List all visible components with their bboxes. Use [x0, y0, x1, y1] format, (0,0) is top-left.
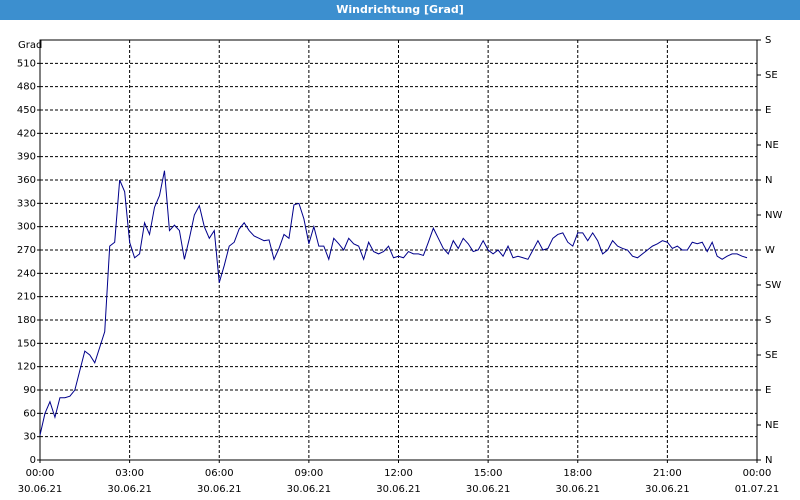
y-tick-label: 420: [17, 128, 36, 139]
x-tick-label: 30.06.21: [287, 484, 332, 495]
y2-tick-label: E: [765, 105, 771, 116]
y2-tick-label: S: [765, 315, 771, 326]
y2-tick-label: E: [765, 385, 771, 396]
data-line: [39, 170, 748, 436]
x-tick-label: 18:00: [563, 468, 592, 479]
x-tick-label: 30.06.21: [555, 484, 600, 495]
x-tick-label: 15:00: [474, 468, 503, 479]
y-tick-label: 480: [17, 82, 36, 93]
y-axis-label: Grad: [18, 40, 42, 51]
y-tick-label: 330: [17, 198, 36, 209]
y2-tick-label: SW: [765, 280, 781, 291]
x-tick-label: 30.06.21: [466, 484, 511, 495]
x-tick-label: 30.06.21: [376, 484, 421, 495]
y-tick-label: 270: [17, 245, 36, 256]
x-tick-label: 00:00: [26, 468, 55, 479]
y2-tick-label: N: [765, 455, 772, 466]
x-tick-label: 30.06.21: [107, 484, 152, 495]
x-tick-label: 21:00: [653, 468, 682, 479]
x-tick-label: 09:00: [294, 468, 323, 479]
x-tick-label: 01.07.21: [735, 484, 780, 495]
x-tick-label: 30.06.21: [18, 484, 63, 495]
y-tick-label: 150: [17, 338, 36, 349]
y-tick-label: 360: [17, 175, 36, 186]
y2-tick-label: SE: [765, 350, 778, 361]
y2-tick-label: NW: [765, 210, 782, 221]
y-tick-label: 120: [17, 362, 36, 373]
y-tick-label: 90: [23, 385, 36, 396]
y-tick-label: 180: [17, 315, 36, 326]
y-tick-label: 210: [17, 292, 36, 303]
y-tick-label: 0: [30, 455, 36, 466]
y-tick-label: 510: [17, 58, 36, 69]
x-tick-label: 30.06.21: [645, 484, 690, 495]
x-tick-label: 30.06.21: [197, 484, 242, 495]
header-bar: [0, 0, 800, 20]
x-tick-label: 06:00: [205, 468, 234, 479]
y-tick-label: 30: [23, 432, 36, 443]
y-tick-label: 390: [17, 152, 36, 163]
y2-tick-label: W: [765, 245, 775, 256]
y2-tick-label: N: [765, 175, 772, 186]
x-tick-label: 00:00: [743, 468, 772, 479]
y2-tick-label: SE: [765, 70, 778, 81]
y-tick-label: 300: [17, 222, 36, 233]
y-tick-label: 450: [17, 105, 36, 116]
chart-title: Windrichtung [Grad]: [336, 3, 464, 16]
y2-tick-label: NE: [765, 420, 779, 431]
y-tick-label: 240: [17, 268, 36, 279]
y2-tick-label: S: [765, 35, 771, 46]
x-tick-label: 03:00: [115, 468, 144, 479]
x-tick-label: 12:00: [384, 468, 413, 479]
y-tick-label: 60: [23, 408, 36, 419]
y2-tick-label: NE: [765, 140, 779, 151]
